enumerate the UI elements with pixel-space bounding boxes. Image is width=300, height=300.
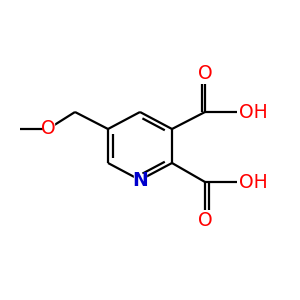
- Text: OH: OH: [239, 172, 268, 191]
- Text: N: N: [132, 170, 148, 190]
- Text: OH: OH: [239, 103, 268, 122]
- Bar: [134, 174, 146, 186]
- Text: O: O: [198, 64, 212, 83]
- Bar: [43, 123, 53, 135]
- Text: O: O: [41, 119, 55, 139]
- Text: O: O: [198, 211, 212, 230]
